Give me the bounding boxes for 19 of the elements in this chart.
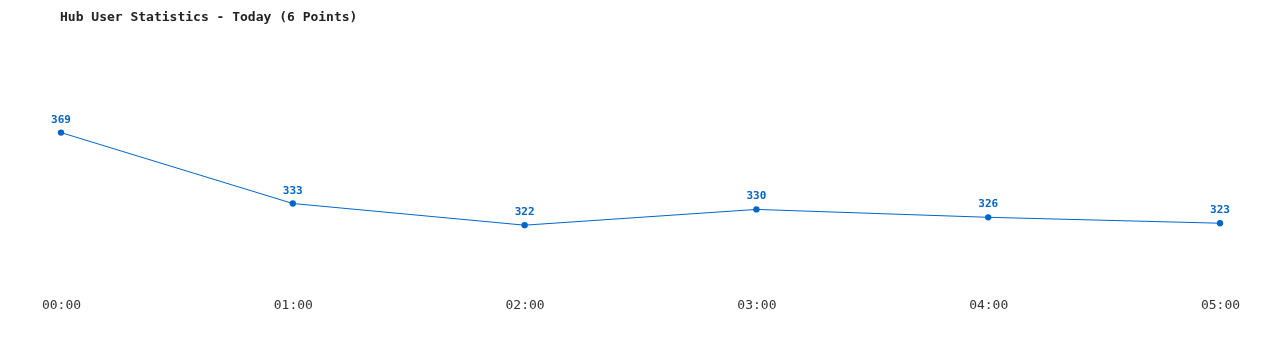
data-label: 323 [1210,203,1230,217]
data-label: 326 [978,197,999,211]
point [753,206,760,213]
chart-title: Hub User Statistics - Today (6 Points) [60,9,358,24]
x-tick-label: 04:00 [969,296,1009,312]
x-tick-label: 05:00 [1200,296,1241,312]
point [57,129,65,136]
x-tick-label: 00:00 [41,296,82,312]
point [985,214,992,221]
data-label: 369 [51,112,71,126]
x-tick-label: 02:00 [505,296,545,312]
point [1216,220,1224,227]
x-tick-label: 03:00 [737,296,777,312]
data-label: 333 [282,183,303,197]
data-label: 330 [746,189,767,203]
data-label: 322 [514,205,535,219]
point [289,200,296,207]
x-tick-label: 01:00 [273,296,313,312]
point [521,222,528,229]
